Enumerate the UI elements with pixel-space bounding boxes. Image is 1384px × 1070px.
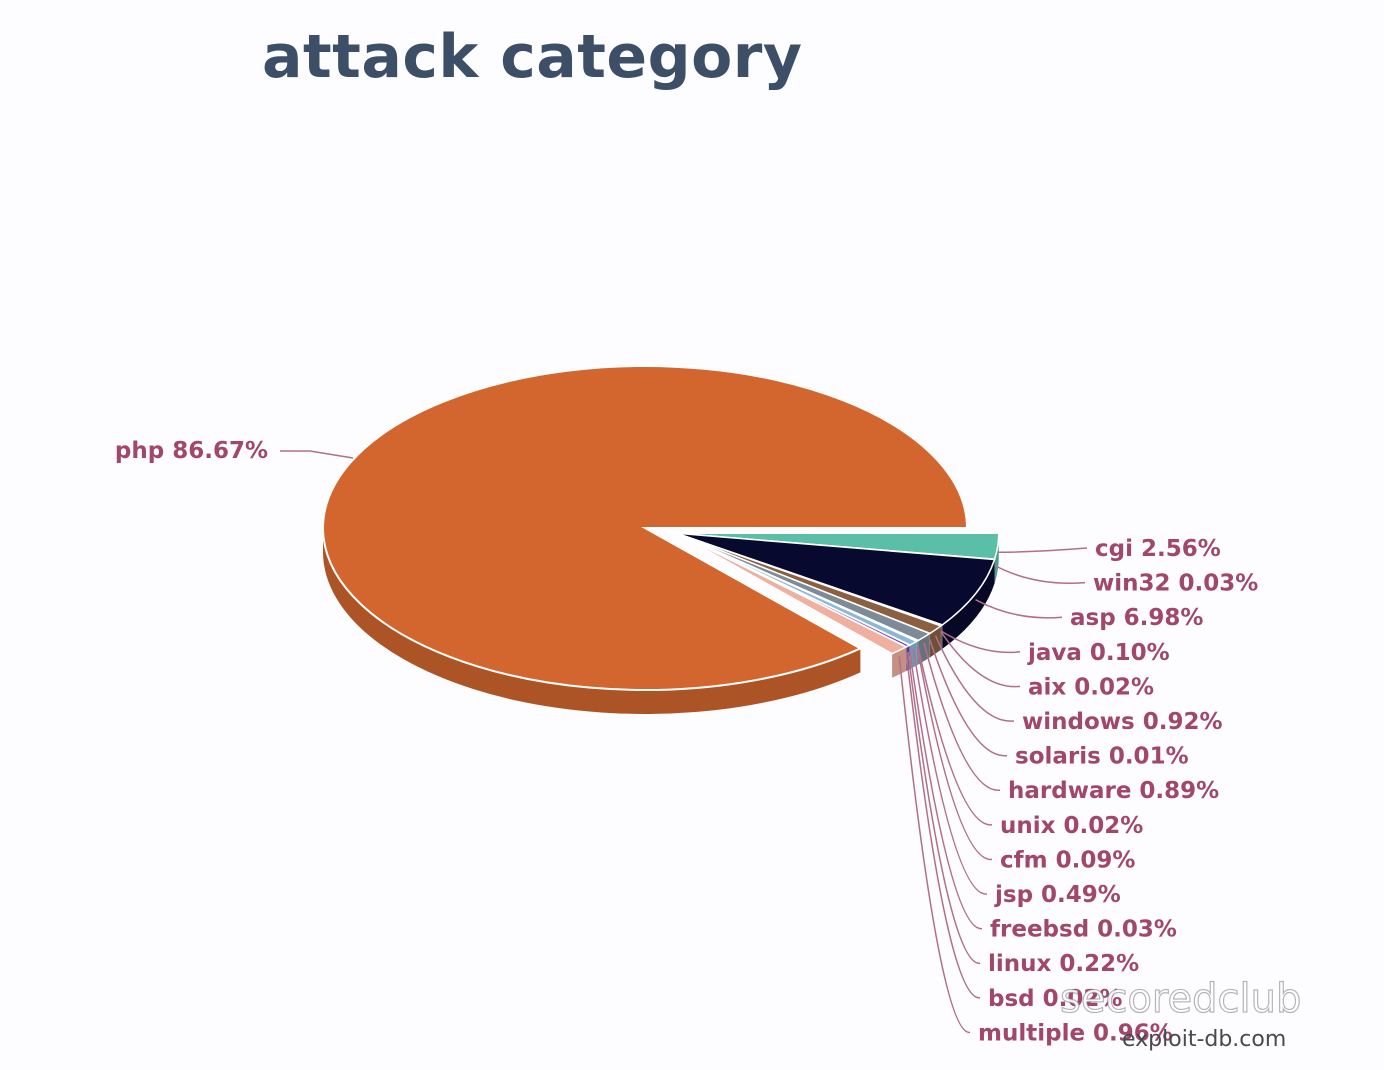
leader-unix	[917, 646, 993, 826]
leader-windows	[934, 635, 1015, 722]
label-linux: linux 0.22%	[988, 951, 1139, 977]
label-aix: aix 0.02%	[1028, 674, 1154, 700]
pie-depth-layer	[323, 528, 999, 714]
leader-lines	[280, 450, 1088, 1034]
watermark-site: exploit-db.com	[1122, 1027, 1286, 1052]
label-cgi: cgi 2.56%	[1095, 536, 1221, 562]
label-win32: win32 0.03%	[1093, 571, 1258, 597]
slice-asp-depth	[942, 559, 995, 649]
slice-asp	[676, 532, 996, 626]
label-java: java 0.10%	[1027, 640, 1170, 666]
slice-labels: php 86.67% cgi 2.56% win32 0.03% asp 6.98% j…	[115, 438, 1258, 1046]
leader-bsd	[905, 652, 981, 999]
label-asp: asp 6.98%	[1070, 605, 1203, 631]
leader-linux	[907, 651, 981, 964]
slice-cgi-depth	[994, 533, 999, 584]
label-jsp: jsp 0.49%	[994, 882, 1121, 908]
leader-asp	[975, 599, 1063, 619]
leader-multiple	[898, 656, 971, 1034]
leader-aix	[940, 631, 1021, 688]
chart-title: attack category	[262, 22, 803, 92]
pie-top-layer	[322, 365, 1000, 691]
label-multiple: multiple 0.96%	[978, 1020, 1173, 1046]
leader-solaris	[929, 639, 1008, 757]
label-solaris: solaris 0.01%	[1015, 744, 1189, 770]
slice-multiple	[676, 532, 908, 655]
label-bsd: bsd 0.02%	[988, 986, 1122, 1012]
leader-win32	[994, 564, 1086, 584]
leader-cgi	[997, 547, 1088, 554]
leader-hardware	[923, 642, 1001, 791]
label-windows: windows 0.92%	[1022, 709, 1223, 735]
watermark-brand: secoredclub	[1060, 976, 1301, 1022]
leader-cfm	[916, 646, 993, 861]
label-php: php 86.67%	[115, 438, 268, 464]
label-hardware: hardware 0.89%	[1008, 778, 1219, 804]
watermark: secoredclub exploit-db.com	[1059, 975, 1302, 1052]
label-freebsd: freebsd 0.03%	[990, 917, 1177, 943]
label-unix: unix 0.02%	[1000, 813, 1143, 839]
leader-php	[280, 450, 354, 459]
leader-java	[941, 630, 1021, 654]
slice-php-depth	[323, 528, 861, 714]
leader-freebsd	[909, 650, 983, 930]
slice-php	[322, 365, 969, 691]
slice-java-depth	[941, 624, 943, 650]
label-cfm: cfm 0.09%	[1000, 847, 1135, 873]
leader-jsp	[912, 649, 988, 895]
